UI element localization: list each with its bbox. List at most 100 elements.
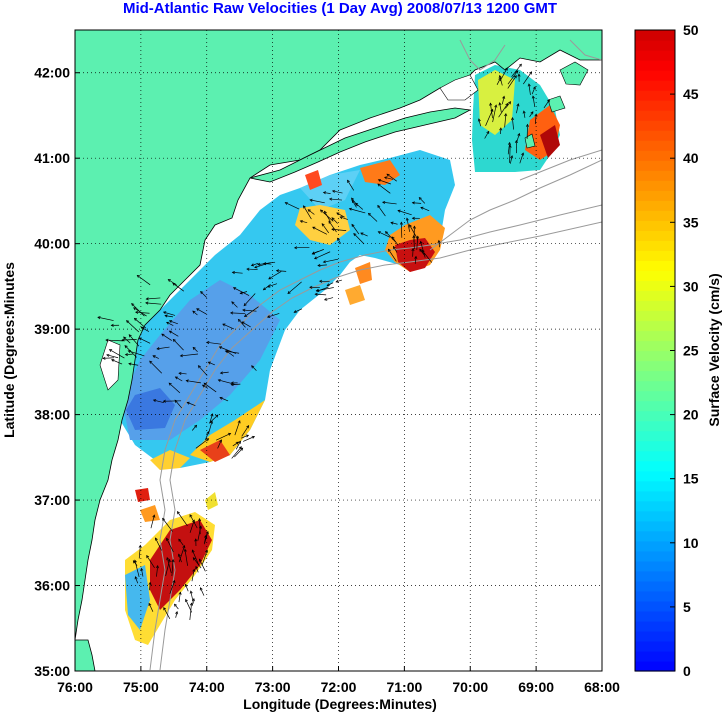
velocity-arrowhead	[405, 217, 409, 221]
velocity-arrow	[148, 603, 154, 612]
velocity-arrowhead	[189, 590, 193, 594]
velocity-arrow	[351, 224, 360, 235]
velocity-arrowhead	[521, 152, 525, 156]
velocity-arrowhead	[387, 248, 391, 252]
velocity-arrow	[409, 224, 419, 240]
velocity-arrowhead	[111, 359, 115, 362]
velocity-arrow	[145, 302, 162, 305]
velocity-arrowhead	[126, 320, 130, 324]
velocity-arrowhead	[490, 108, 494, 113]
velocity-arrowhead	[322, 191, 327, 195]
velocity-arrowhead	[136, 274, 140, 278]
velocity-arrowhead	[164, 314, 168, 318]
velocity-arrow	[257, 261, 276, 265]
velocity-arrowhead	[421, 249, 425, 253]
velocity-arrow	[175, 611, 178, 618]
velocity-arrowhead	[168, 382, 172, 386]
velocity-arrowhead	[134, 576, 138, 580]
velocity-arrow	[312, 250, 319, 255]
velocity-arrowhead	[384, 231, 389, 235]
velocity-arrow	[178, 538, 184, 546]
velocity-arrowhead	[219, 439, 223, 443]
x-tick-label: 76:00	[57, 679, 93, 695]
velocity-arrowhead	[162, 311, 167, 315]
velocity-arrow	[174, 603, 179, 610]
velocity-arrowhead	[498, 102, 502, 106]
velocity-arrow	[507, 75, 517, 89]
velocity-arrowhead	[110, 323, 114, 327]
velocity-arrow	[135, 311, 150, 314]
velocity-arrowhead	[173, 603, 177, 607]
velocity-arrow	[353, 233, 365, 245]
velocity-arrow	[393, 246, 398, 253]
velocity-arrowhead	[172, 338, 176, 342]
velocity-arrowhead	[254, 265, 258, 269]
velocity-arrow	[418, 197, 426, 204]
velocity-arrow	[321, 223, 330, 234]
velocity-arrow	[174, 399, 183, 409]
velocity-arrow	[192, 549, 200, 566]
velocity-arrow	[196, 308, 207, 315]
velocity-arrowhead	[128, 362, 132, 366]
velocity-arrow	[347, 180, 355, 191]
velocity-arrow	[324, 297, 334, 301]
velocity-arrowhead	[231, 270, 235, 275]
velocity-arrow	[397, 210, 412, 216]
velocity-arrow	[134, 318, 147, 329]
velocity-arrowhead	[437, 239, 441, 244]
velocity-arrowhead	[390, 221, 394, 225]
velocity-arrowhead	[145, 301, 149, 305]
velocity-arrowhead	[386, 173, 390, 177]
velocity-arrow	[197, 526, 202, 541]
velocity-arrow	[532, 96, 536, 108]
velocity-arrow	[178, 592, 181, 603]
velocity-arrowhead	[507, 141, 511, 146]
velocity-arrow	[150, 515, 155, 529]
velocity-arrow	[175, 376, 183, 382]
velocity-arrow	[326, 282, 334, 287]
velocity-arrowhead	[148, 581, 152, 585]
x-tick-label: 71:00	[386, 679, 422, 695]
velocity-arrowhead	[323, 297, 328, 301]
velocity-arrow	[232, 272, 243, 274]
velocity-arrowhead	[108, 349, 113, 352]
velocity-arrowhead	[293, 310, 297, 313]
velocity-arrow	[225, 350, 235, 357]
velocity-arrow	[208, 361, 215, 366]
velocity-arrowhead	[262, 287, 267, 291]
velocity-arrow	[268, 271, 282, 280]
velocity-arrow	[166, 557, 172, 573]
velocity-arrow	[516, 103, 519, 114]
velocity-arrowhead	[313, 256, 318, 260]
velocity-arrow	[438, 240, 440, 248]
velocity-arrowhead	[237, 420, 241, 424]
velocity-arrow	[328, 220, 337, 233]
velocity-arrow	[534, 114, 537, 125]
velocity-arrow	[485, 109, 494, 126]
velocity-arrow	[191, 598, 195, 606]
velocity-arrowhead	[138, 337, 142, 341]
velocity-arrow	[168, 382, 181, 394]
map-title: Mid-Atlantic Raw Velocities (1 Day Avg) …	[122, 0, 558, 17]
velocity-arrowhead	[420, 206, 424, 210]
velocity-arrowhead	[419, 248, 423, 252]
velocity-arrow	[195, 566, 199, 573]
velocity-arrowhead	[222, 323, 226, 327]
velocity-arrow	[337, 238, 342, 244]
velocity-arrow	[303, 205, 312, 220]
velocity-arrowhead	[194, 538, 198, 542]
velocity-arrowhead	[225, 350, 229, 354]
velocity-arrow	[146, 297, 161, 300]
velocity-arrow	[355, 202, 364, 210]
velocity-arrow	[128, 363, 139, 366]
velocity-arrowhead	[133, 307, 137, 311]
velocity-arrow	[149, 582, 151, 591]
velocity-arrowhead	[314, 292, 318, 296]
velocity-arrow	[217, 439, 222, 449]
velocity-arrowhead	[235, 441, 240, 445]
velocity-arrow	[231, 383, 241, 386]
velocity-arrowhead	[238, 446, 242, 450]
velocity-arrow	[267, 313, 280, 318]
velocity-arrow	[504, 113, 507, 128]
x-tick-label: 72:00	[321, 679, 357, 695]
